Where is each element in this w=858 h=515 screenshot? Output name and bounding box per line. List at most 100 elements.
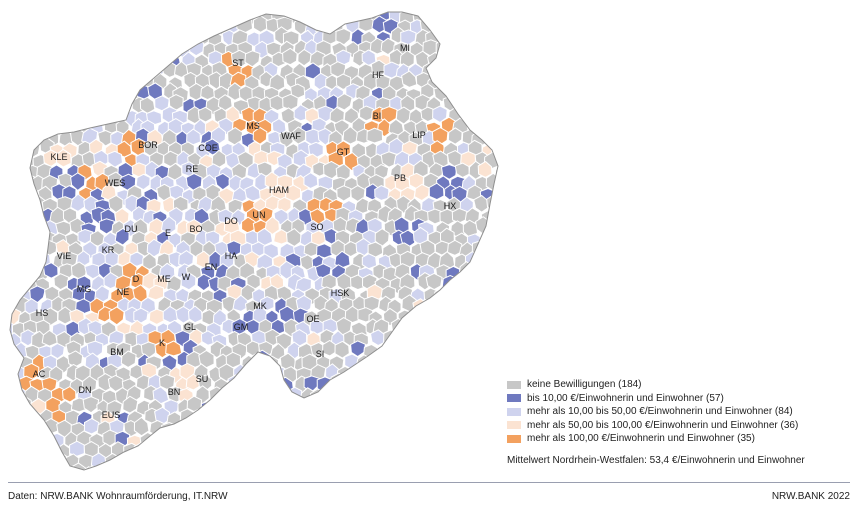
municipality-cell[interactable] <box>476 10 494 27</box>
district-label-ne[interactable]: NE <box>117 287 130 297</box>
municipality-cell[interactable] <box>161 421 178 438</box>
municipality-cell[interactable] <box>466 319 482 338</box>
municipality-cell[interactable] <box>368 463 384 475</box>
municipality-cell[interactable] <box>61 28 79 46</box>
municipality-cell[interactable] <box>446 332 461 352</box>
municipality-cell[interactable] <box>467 434 483 451</box>
municipality-cell[interactable] <box>395 355 412 373</box>
district-label-mi[interactable]: MI <box>400 43 410 53</box>
municipality-cell[interactable] <box>466 343 483 359</box>
municipality-cell[interactable] <box>25 207 42 227</box>
municipality-cell[interactable] <box>332 423 348 440</box>
municipality-cell[interactable] <box>114 32 130 49</box>
municipality-cell[interactable] <box>426 341 443 357</box>
municipality-cell[interactable] <box>499 39 514 57</box>
municipality-cell[interactable] <box>402 341 418 357</box>
municipality-cell[interactable] <box>135 39 153 56</box>
municipality-cell[interactable] <box>3 242 19 260</box>
municipality-cell[interactable] <box>495 28 510 45</box>
municipality-cell[interactable] <box>481 295 498 312</box>
municipality-cell[interactable] <box>103 271 119 290</box>
municipality-cell[interactable] <box>447 127 463 145</box>
municipality-cell[interactable] <box>342 418 359 435</box>
municipality-cell[interactable] <box>196 273 212 292</box>
municipality-cell[interactable] <box>11 232 28 250</box>
municipality-cell[interactable] <box>55 148 72 168</box>
municipality-cell[interactable] <box>77 228 94 245</box>
municipality-cell[interactable] <box>108 467 125 475</box>
municipality-cell[interactable] <box>294 417 308 438</box>
municipality-cell[interactable] <box>31 0 47 15</box>
municipality-cell[interactable] <box>162 40 180 58</box>
municipality-cell[interactable] <box>285 184 301 202</box>
municipality-cell[interactable] <box>252 0 267 10</box>
municipality-cell[interactable] <box>166 434 182 452</box>
municipality-cell[interactable] <box>399 365 415 382</box>
municipality-cell[interactable] <box>147 39 165 57</box>
municipality-cell[interactable] <box>314 432 330 450</box>
municipality-cell[interactable] <box>474 105 491 125</box>
municipality-cell[interactable] <box>334 340 350 359</box>
municipality-cell[interactable] <box>259 407 276 426</box>
municipality-cell[interactable] <box>0 176 6 192</box>
municipality-cell[interactable] <box>186 395 203 412</box>
municipality-cell[interactable] <box>433 400 449 418</box>
municipality-cell[interactable] <box>22 27 39 45</box>
municipality-cell[interactable] <box>10 98 26 114</box>
municipality-cell[interactable] <box>0 374 6 392</box>
municipality-cell[interactable] <box>445 284 462 301</box>
district-label-hs[interactable]: HS <box>36 308 49 318</box>
district-label-gm[interactable]: GM <box>234 322 249 332</box>
municipality-cell[interactable] <box>283 431 300 448</box>
municipality-cell[interactable] <box>303 423 319 439</box>
municipality-cell[interactable] <box>343 106 360 125</box>
municipality-cell[interactable] <box>380 37 396 56</box>
municipality-cell[interactable] <box>13 8 30 25</box>
municipality-cell[interactable] <box>8 263 24 282</box>
municipality-cell[interactable] <box>129 49 146 68</box>
municipality-cell[interactable] <box>3 108 19 125</box>
municipality-cell[interactable] <box>471 240 489 257</box>
municipality-cell[interactable] <box>464 250 481 270</box>
municipality-cell[interactable] <box>0 142 14 160</box>
municipality-cell[interactable] <box>369 419 386 437</box>
municipality-cell[interactable] <box>331 398 349 417</box>
municipality-cell[interactable] <box>16 42 33 60</box>
municipality-cell[interactable] <box>37 92 53 111</box>
municipality-cell[interactable] <box>465 92 480 112</box>
municipality-cell[interactable] <box>6 81 22 100</box>
district-label-bn[interactable]: BN <box>168 387 181 397</box>
municipality-cell[interactable] <box>344 463 361 475</box>
municipality-cell[interactable] <box>11 163 28 183</box>
municipality-cell[interactable] <box>35 49 52 67</box>
municipality-cell[interactable] <box>18 462 35 475</box>
municipality-cell[interactable] <box>491 316 508 334</box>
district-label-coe[interactable]: COE <box>198 143 218 153</box>
municipality-cell[interactable] <box>263 0 279 13</box>
municipality-cell[interactable] <box>200 84 216 101</box>
municipality-cell[interactable] <box>472 19 489 38</box>
municipality-cell[interactable] <box>245 340 261 357</box>
municipality-cell[interactable] <box>429 363 446 381</box>
municipality-cell[interactable] <box>477 118 493 138</box>
municipality-cell[interactable] <box>50 8 67 26</box>
municipality-cell[interactable] <box>418 375 436 395</box>
district-label-vie[interactable]: VIE <box>57 251 72 261</box>
municipality-cell[interactable] <box>0 231 13 250</box>
municipality-cell[interactable] <box>243 411 258 428</box>
municipality-cell[interactable] <box>128 454 145 471</box>
municipality-cell[interactable] <box>188 0 203 14</box>
municipality-cell[interactable] <box>217 409 234 427</box>
municipality-cell[interactable] <box>494 119 508 138</box>
district-label-mk[interactable]: MK <box>253 301 267 311</box>
municipality-cell[interactable] <box>396 399 412 417</box>
municipality-cell[interactable] <box>161 0 177 11</box>
municipality-cell[interactable] <box>220 385 237 401</box>
municipality-cell[interactable] <box>59 109 76 126</box>
municipality-cell[interactable] <box>257 388 275 406</box>
municipality-cell[interactable] <box>19 0 34 11</box>
municipality-cell[interactable] <box>455 296 471 316</box>
municipality-cell[interactable] <box>165 340 183 357</box>
municipality-cell[interactable] <box>371 0 387 14</box>
municipality-cell[interactable] <box>413 365 430 383</box>
